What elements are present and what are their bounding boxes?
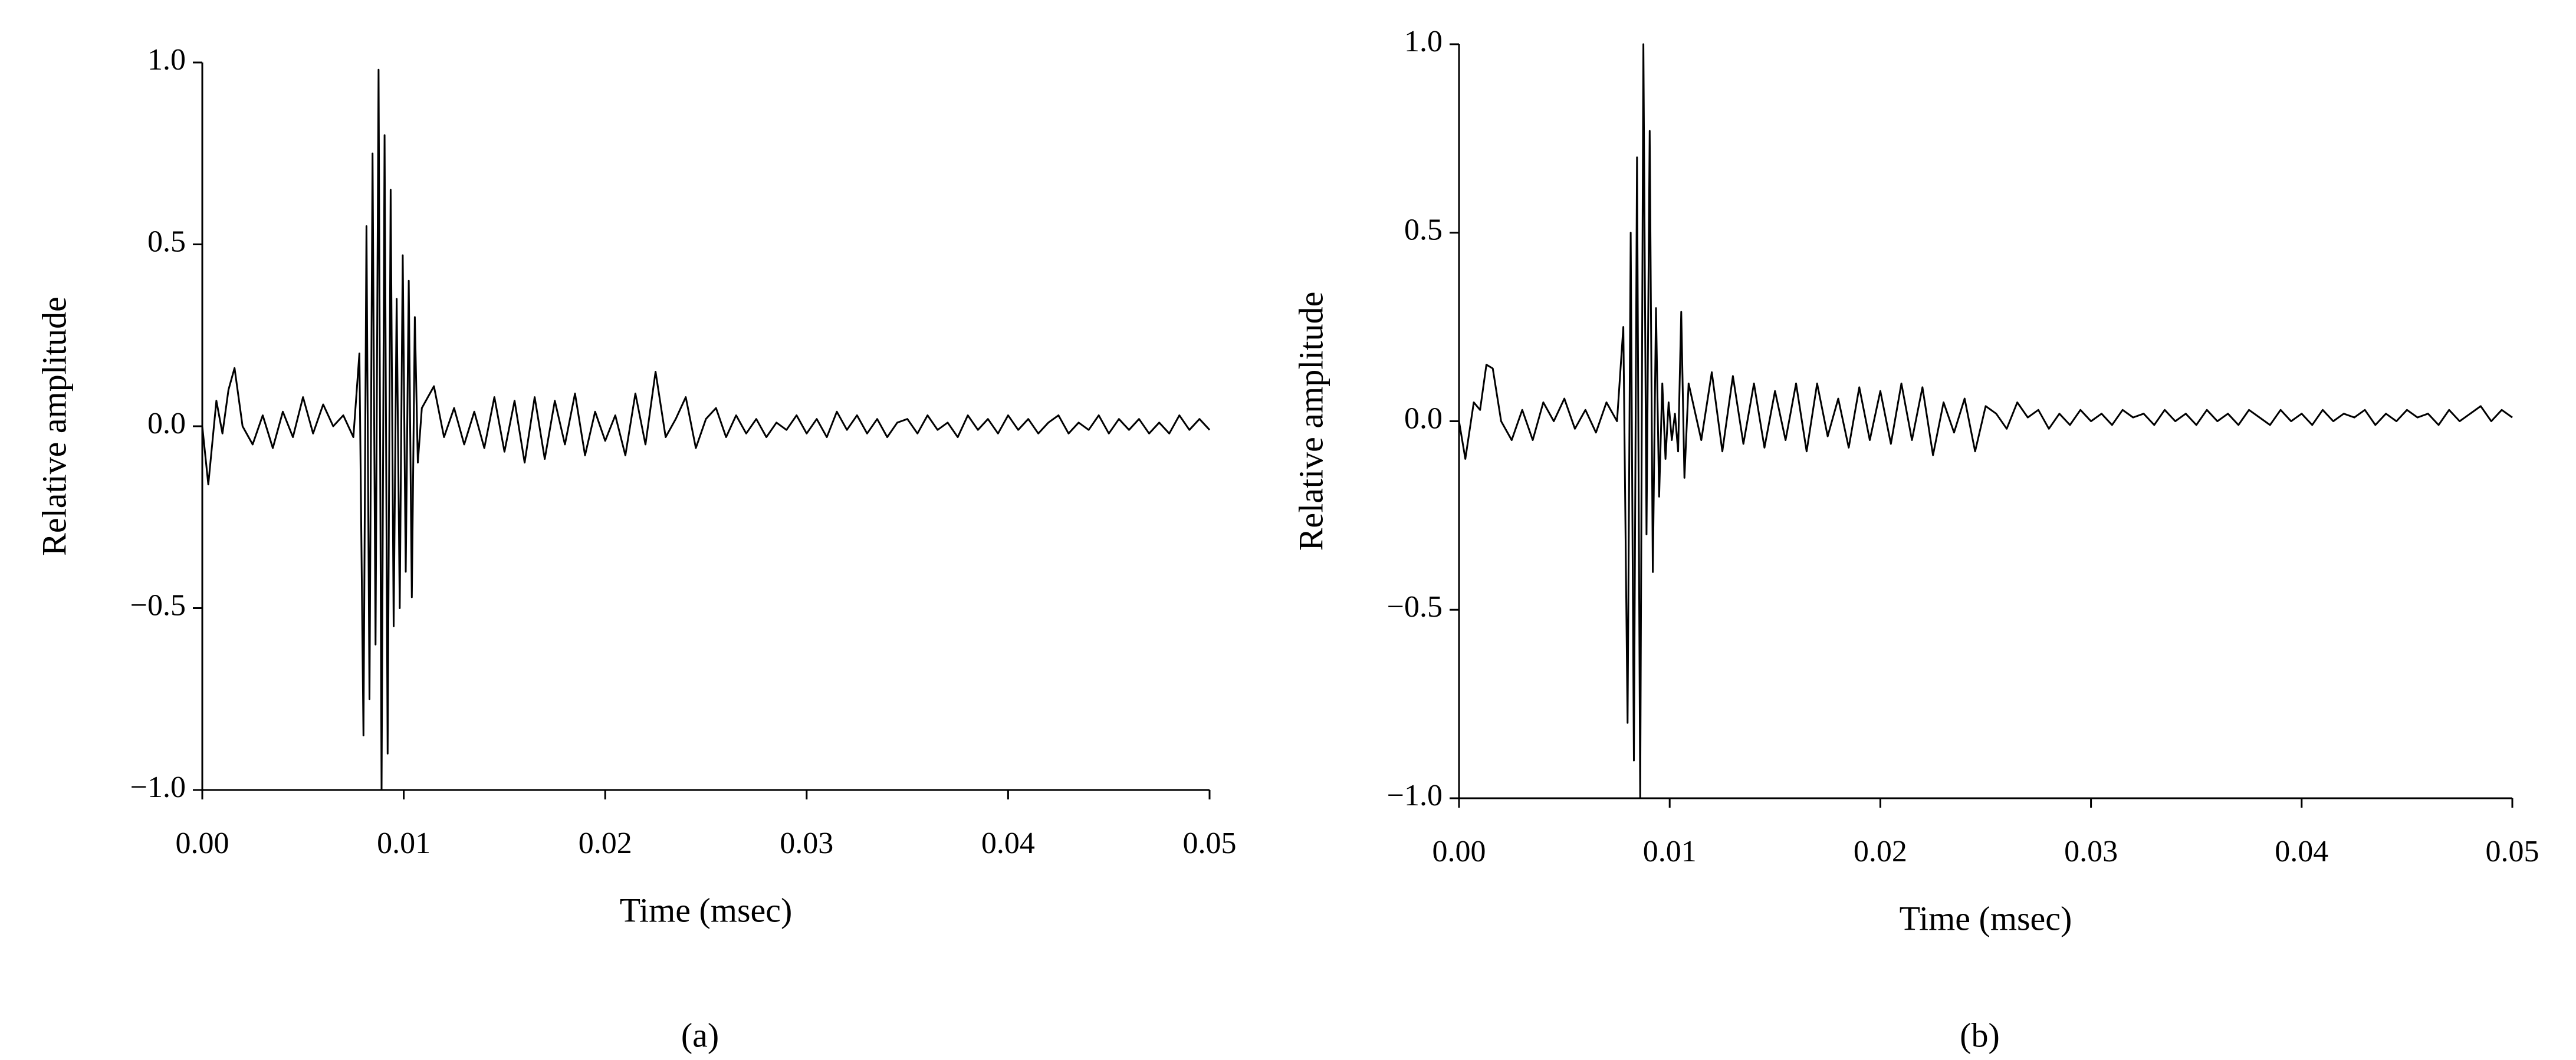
x-tick-label: 0.05 [1183,827,1237,860]
x-tick-label: 0.03 [780,827,833,860]
signal-line [1458,43,2513,799]
y-tick-label: 0.0 [1404,401,1443,435]
y-axis-title: Relative amplitude [35,297,73,556]
y-tick-label: 1.0 [1404,25,1443,58]
x-tick-label: 0.00 [176,827,229,860]
x-tick-label: 0.04 [981,827,1035,860]
x-tick-label: 0.02 [579,827,632,860]
y-tick-label: 0.5 [1404,213,1443,247]
x-tick-label: 0.02 [1854,835,1907,868]
x-tick-label: 0.05 [2486,835,2539,868]
y-axis-title: Relative amplitude [1292,292,1330,551]
x-tick-label: 0.01 [1643,835,1697,868]
y-tick-label: −0.5 [130,588,186,622]
y-tick-label: 0.5 [147,225,186,258]
x-axis-title: Time (msec) [1900,899,2072,937]
y-tick-label: −1.0 [130,771,186,804]
x-tick-label: 0.03 [2064,835,2118,868]
caption: (b) [1960,1016,2000,1054]
y-tick-label: 0.0 [147,407,186,440]
y-tick-label: 1.0 [147,43,186,77]
y-tick-label: −1.0 [1387,779,1443,812]
y-tick-label: −0.5 [1387,590,1443,624]
x-tick-label: 0.00 [1432,835,1486,868]
x-tick-label: 0.01 [377,827,431,860]
x-axis-title: Time (msec) [620,891,793,929]
x-tick-label: 0.04 [2275,835,2328,868]
caption: (a) [681,1016,719,1054]
signal-line [201,68,1211,791]
